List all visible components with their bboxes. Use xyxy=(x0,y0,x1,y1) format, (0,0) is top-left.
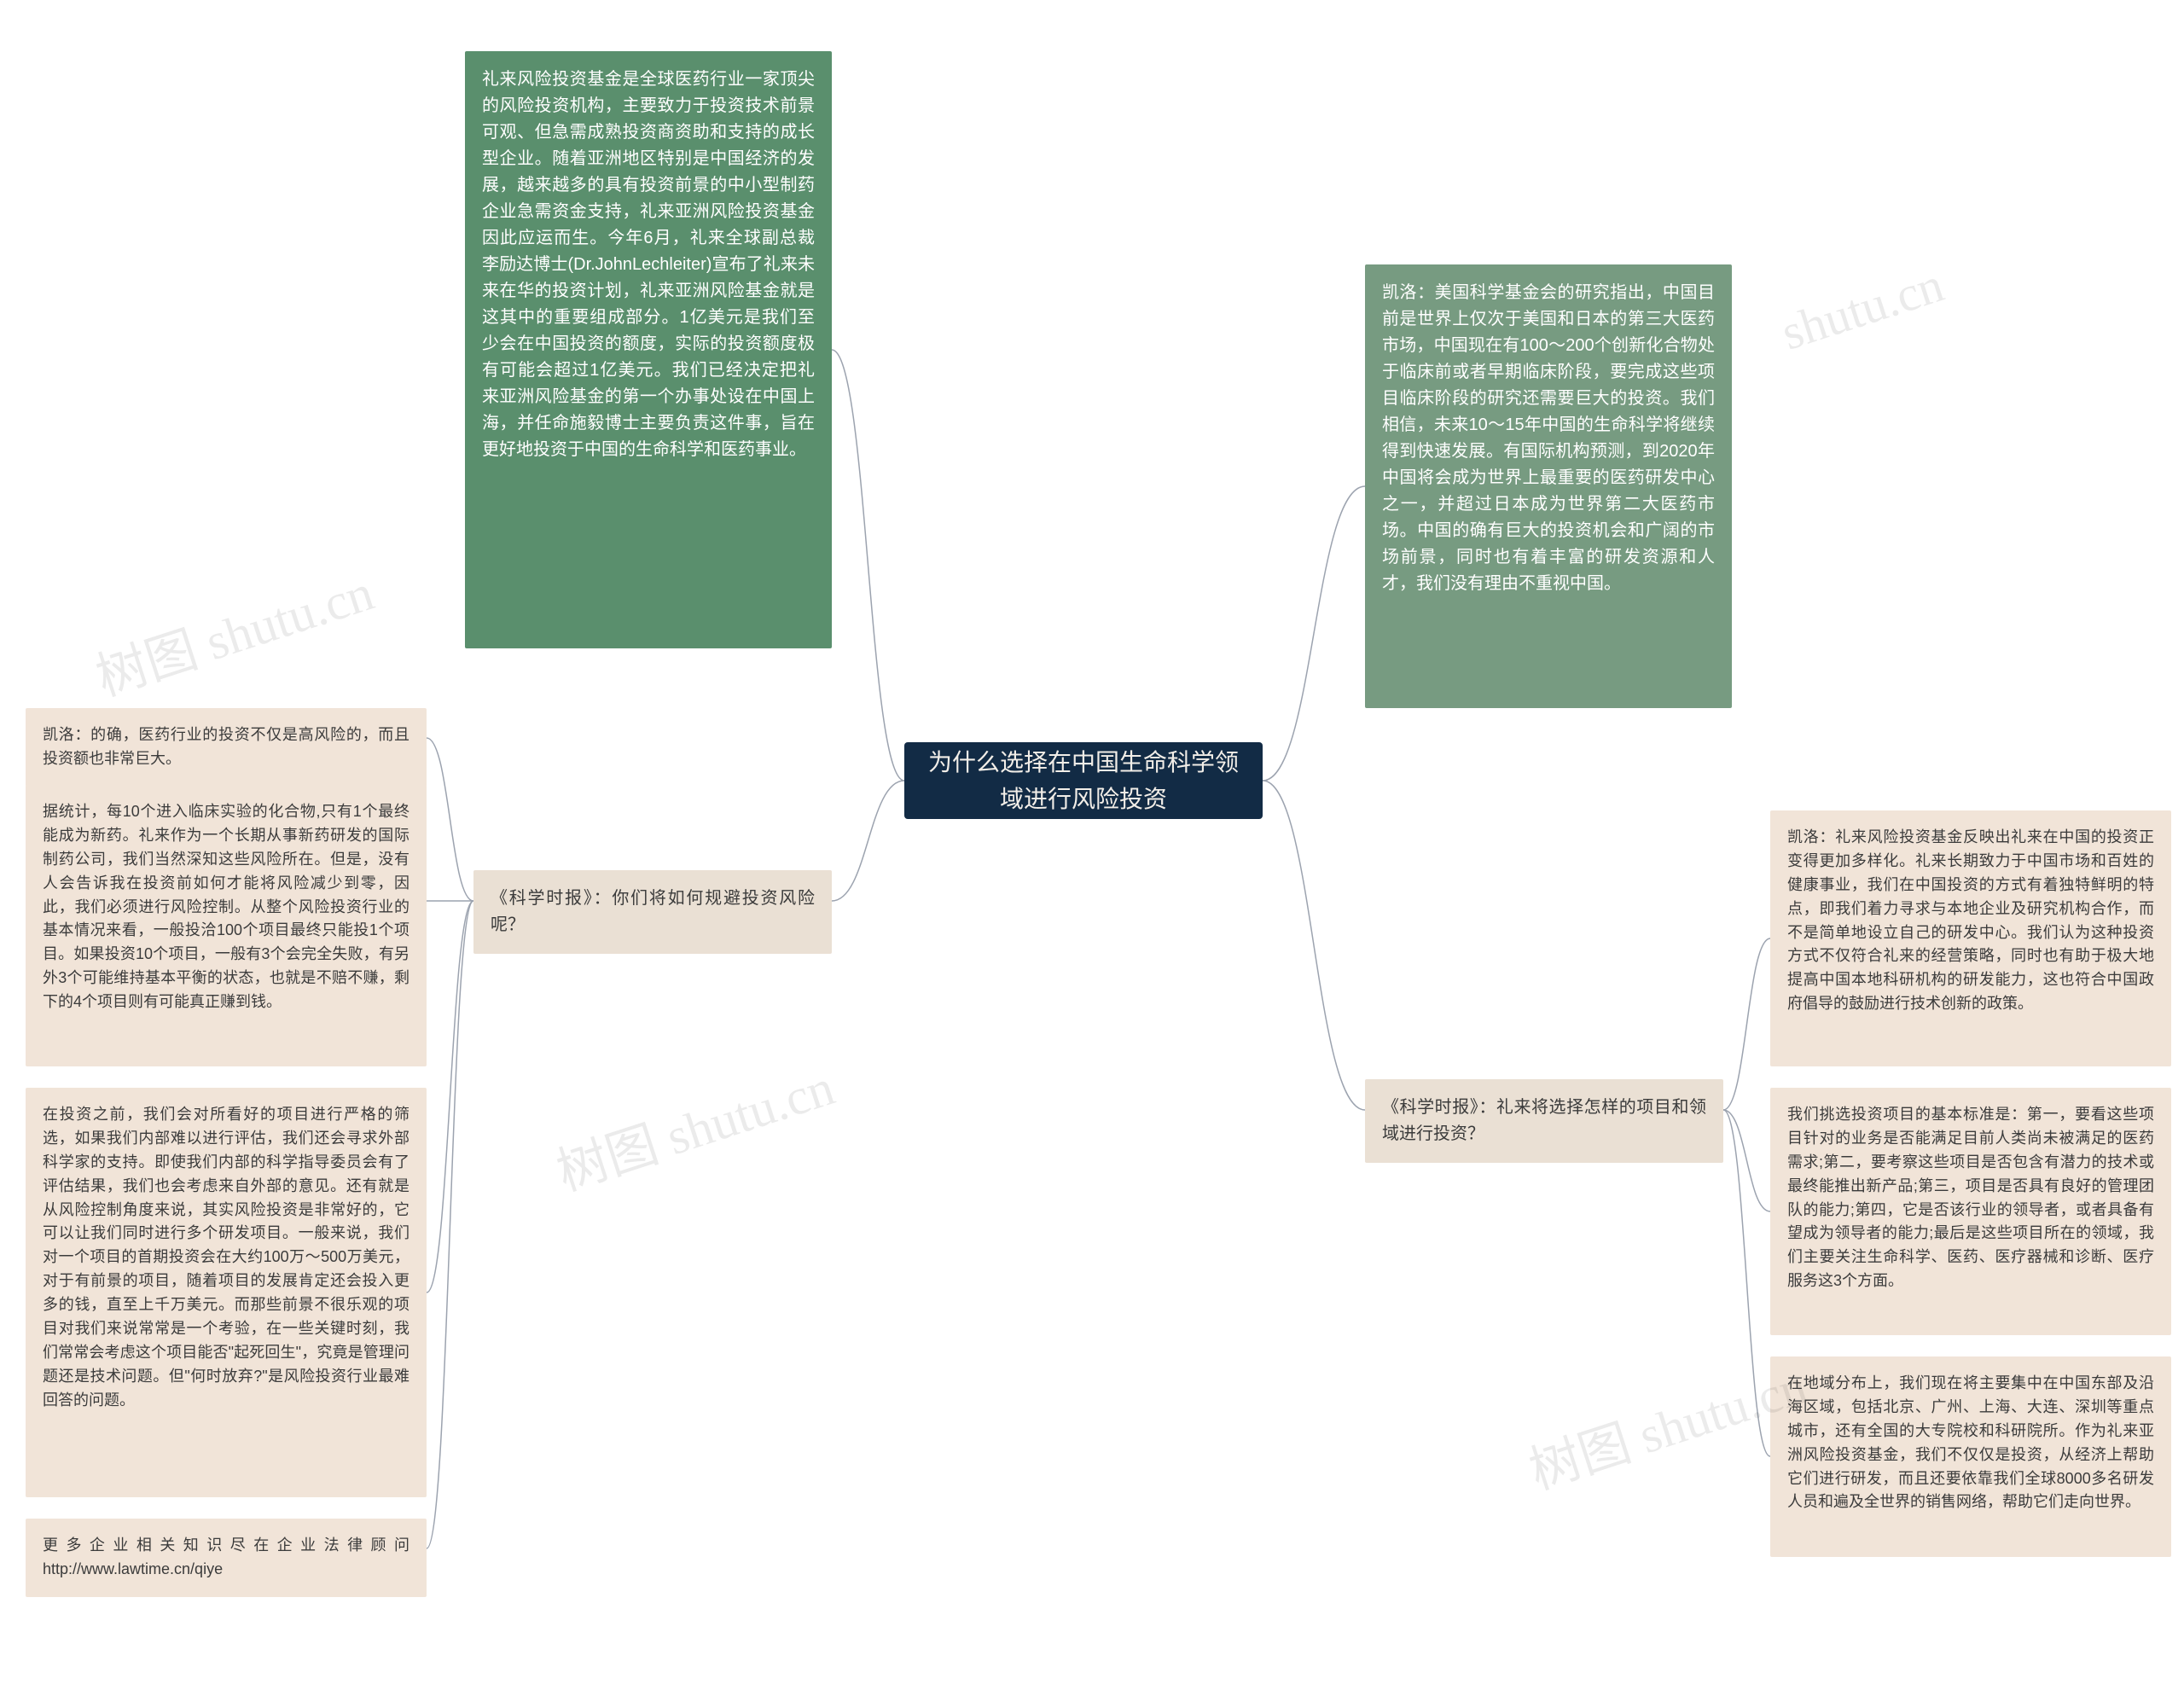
node-text: 在投资之前，我们会对所看好的项目进行严格的筛选，如果我们内部难以进行评估，我们还… xyxy=(43,1106,410,1409)
watermark: shutu.cn xyxy=(1774,256,1950,362)
node-text: 我们挑选投资项目的基本标准是：第一，要看这些项目针对的业务是否能满足目前人类尚未… xyxy=(1787,1106,2154,1289)
node-text: 《科学时报》：你们将如何规避投资风险呢？ xyxy=(491,889,815,934)
node-text: 在地域分布上，我们现在将主要集中在中国东部及沿海区域，包括北京、广州、上海、大连… xyxy=(1787,1374,2154,1510)
node-right-sub2[interactable]: 我们挑选投资项目的基本标准是：第一，要看这些项目针对的业务是否能满足目前人类尚未… xyxy=(1770,1088,2171,1335)
node-left-sub1[interactable]: 凯洛：的确，医药行业的投资不仅是高风险的，而且投资额也非常巨大。 xyxy=(26,708,427,787)
mindmap-canvas: 为什么选择在中国生命科学领域进行风险投资 礼来风险投资基金是全球医药行业一家顶尖… xyxy=(0,0,2184,1702)
node-right-sub3[interactable]: 在地域分布上，我们现在将主要集中在中国东部及沿海区域，包括北京、广州、上海、大连… xyxy=(1770,1356,2171,1557)
node-text: 礼来风险投资基金是全球医药行业一家顶尖的风险投资机构，主要致力于投资技术前景可观… xyxy=(482,70,815,459)
node-text: 《科学时报》：礼来将选择怎样的项目和领域进行投资？ xyxy=(1382,1098,1706,1143)
node-right-top[interactable]: 凯洛：美国科学基金会的研究指出，中国目前是世界上仅次于美国和日本的第三大医药市场… xyxy=(1365,264,1732,708)
center-topic[interactable]: 为什么选择在中国生命科学领域进行风险投资 xyxy=(904,742,1263,819)
node-text: 凯洛：美国科学基金会的研究指出，中国目前是世界上仅次于美国和日本的第三大医药市场… xyxy=(1382,283,1715,593)
node-left-question[interactable]: 《科学时报》：你们将如何规避投资风险呢？ xyxy=(473,870,832,954)
node-left-sub4[interactable]: 更多企业相关知识尽在企业法律顾问http://www.lawtime.cn/qi… xyxy=(26,1519,427,1597)
node-right-sub1[interactable]: 凯洛：礼来风险投资基金反映出礼来在中国的投资正变得更加多样化。礼来长期致力于中国… xyxy=(1770,810,2171,1066)
node-text: 凯洛：的确，医药行业的投资不仅是高风险的，而且投资额也非常巨大。 xyxy=(43,726,410,767)
node-left-top[interactable]: 礼来风险投资基金是全球医药行业一家顶尖的风险投资机构，主要致力于投资技术前景可观… xyxy=(465,51,832,648)
node-right-question[interactable]: 《科学时报》：礼来将选择怎样的项目和领域进行投资？ xyxy=(1365,1079,1723,1163)
node-left-sub2[interactable]: 据统计，每10个进入临床实验的化合物,只有1个最终能成为新药。礼来作为一个长期从… xyxy=(26,785,427,1066)
node-text: 凯洛：礼来风险投资基金反映出礼来在中国的投资正变得更加多样化。礼来长期致力于中国… xyxy=(1787,828,2154,1012)
node-text: 更多企业相关知识尽在企业法律顾问http://www.lawtime.cn/qi… xyxy=(43,1536,410,1577)
watermark: 树图 shutu.cn xyxy=(546,1046,842,1205)
node-left-sub3[interactable]: 在投资之前，我们会对所看好的项目进行严格的筛选，如果我们内部难以进行评估，我们还… xyxy=(26,1088,427,1497)
watermark: 树图 shutu.cn xyxy=(85,551,381,711)
center-topic-text: 为什么选择在中国生命科学领域进行风险投资 xyxy=(920,744,1247,818)
node-text: 据统计，每10个进入临床实验的化合物,只有1个最终能成为新药。礼来作为一个长期从… xyxy=(43,803,410,1010)
